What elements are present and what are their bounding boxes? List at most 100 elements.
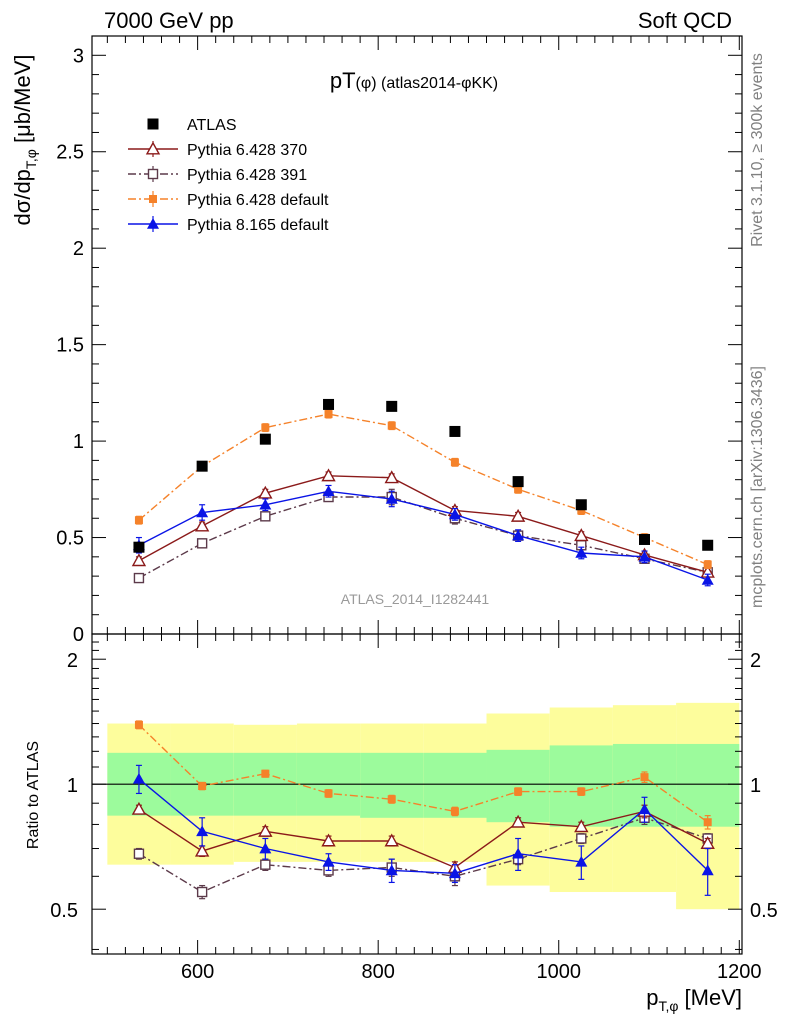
main-point-p391	[260, 511, 271, 522]
main-point-p8def	[448, 508, 461, 520]
legend-marker-p8def	[128, 216, 178, 232]
legend-symbol-p6def	[149, 195, 157, 203]
main-line-p370	[138, 475, 708, 573]
ratio-xtick-label: 600	[181, 961, 214, 983]
ratio-point-p391	[576, 833, 587, 844]
ratio-point-p8def	[448, 867, 461, 879]
ratio-point-p391	[260, 859, 271, 870]
main-point-atlas	[449, 425, 461, 437]
ratio-series-p8def	[132, 764, 714, 896]
main-ytick-label: 1.5	[56, 335, 84, 357]
header-left: 7000 GeV pp	[104, 8, 234, 33]
ratio-ylabel: Ratio to ATLAS	[25, 741, 42, 849]
main-point-p391	[196, 538, 208, 549]
ratio-xlabel: pT,φ [MeV]	[646, 985, 742, 1014]
main-title: pT(φ) (atlas2014-φKK)	[330, 68, 498, 93]
ratio-point-p370	[194, 843, 210, 857]
main-ytick-label: 2.5	[56, 142, 84, 164]
main-point-p8def	[322, 485, 335, 497]
main-point-p370	[574, 528, 589, 542]
main-point-p8def	[196, 506, 209, 518]
main-series-p391	[133, 488, 713, 584]
ratio-point-p8def	[385, 864, 398, 876]
main-series-p6def	[134, 409, 712, 570]
ratio-point-p6def	[324, 789, 333, 798]
ratio-point-p391	[196, 886, 208, 898]
main-series-atlas	[133, 398, 714, 553]
legend-entry-p391: Pythia 6.428 391	[128, 166, 307, 184]
main-ylabel: dσ/dpT,φ [μb/MeV]	[10, 55, 39, 226]
main-point-p6def	[261, 423, 270, 432]
ratio-point-p391	[133, 848, 145, 859]
main-point-atlas	[512, 476, 524, 488]
ratio-ytick-label: 0.5	[50, 900, 78, 922]
main-point-p6def	[514, 485, 523, 494]
main-ylabel-sub: T,φ	[23, 149, 39, 169]
main-point-p8def	[259, 498, 272, 510]
ratio-series-p370	[131, 801, 715, 874]
main-point-p6def	[450, 458, 459, 467]
main-point-p391	[133, 572, 145, 584]
ratio-xtick-label: 1000	[536, 961, 581, 983]
legend-label-atlas: ATLAS	[187, 117, 237, 134]
main-point-atlas	[259, 433, 271, 445]
main-line-p8def	[138, 490, 708, 581]
ratio-point-p8def	[512, 847, 525, 859]
ratio-plot-marks	[92, 702, 742, 910]
ratio-line-p370	[138, 808, 709, 869]
ratio-line-p8def	[138, 778, 709, 875]
ratio-point-p8def	[259, 842, 272, 854]
main-point-p370	[321, 468, 336, 482]
main-axes: 0 0.5 1 1.5 2 2.5 3	[56, 36, 742, 646]
legend-entry-p8def: Pythia 8.165 default	[128, 216, 329, 234]
main-point-p8def	[575, 546, 588, 558]
ratio-point-p8def	[196, 825, 209, 837]
main-line-p391	[138, 496, 708, 579]
legend-marker-p391	[128, 166, 178, 182]
main-panel: 0 0.5 1 1.5 2 2.5 3 pT(φ) (atlas2014-φKK) dσ/d…	[10, 35, 743, 646]
ratio-band-green	[676, 743, 740, 827]
legend-symbol-p8def	[147, 218, 159, 229]
ratio-line-p6def	[138, 724, 709, 823]
ratio-point-p370	[510, 814, 526, 828]
main-point-p370	[510, 508, 526, 522]
ratio-point-p370	[574, 819, 589, 833]
legend-marker-p370	[128, 141, 178, 157]
ratio-xtick-label: 1200	[717, 961, 762, 983]
legend-marker-p6def	[128, 191, 178, 207]
ratio-xlabel-unit: [MeV]	[678, 985, 742, 1010]
ratio-point-p6def	[703, 818, 712, 827]
main-point-atlas	[702, 539, 714, 551]
ratio-xtick-label: 800	[361, 961, 394, 983]
ratio-frame	[91, 633, 743, 955]
main-point-p370	[258, 485, 273, 499]
main-point-p8def	[701, 573, 714, 585]
legend-label-p8def: Pythia 8.165 default	[187, 217, 329, 234]
main-point-p370	[384, 470, 399, 484]
legend-marker-atlas	[147, 118, 159, 130]
legend-symbol-p370	[145, 141, 161, 155]
main-ytick-label: 0.5	[56, 528, 84, 550]
ratio-ytick-label-right: 1	[750, 775, 761, 797]
watermark: ATLAS_2014_I1282441	[341, 591, 490, 607]
legend-label-p391: Pythia 6.428 391	[187, 167, 307, 184]
ratio-point-p8def	[132, 772, 145, 784]
main-plot-marks	[131, 398, 715, 587]
main-point-p6def	[577, 506, 586, 515]
main-series-p370	[131, 468, 715, 578]
ratio-point-p6def	[134, 720, 143, 729]
main-point-p6def	[387, 421, 396, 430]
ratio-line-p391	[138, 817, 708, 893]
main-point-atlas	[196, 460, 208, 472]
ratio-point-p6def	[514, 787, 523, 796]
ratio-series-p6def	[134, 720, 712, 830]
ratio-point-p8def	[575, 855, 588, 867]
legend-entry-p370: Pythia 6.428 370	[128, 141, 307, 159]
ratio-ytick-label: 2	[67, 650, 78, 672]
ratio-point-p6def	[261, 769, 270, 778]
ratio-point-p8def	[638, 803, 651, 815]
legend-label-p6def: Pythia 6.428 default	[187, 192, 329, 209]
main-point-p6def	[703, 560, 712, 569]
mcplots-label: mcplots.cern.ch [arXiv:1306.3436]	[749, 366, 766, 608]
